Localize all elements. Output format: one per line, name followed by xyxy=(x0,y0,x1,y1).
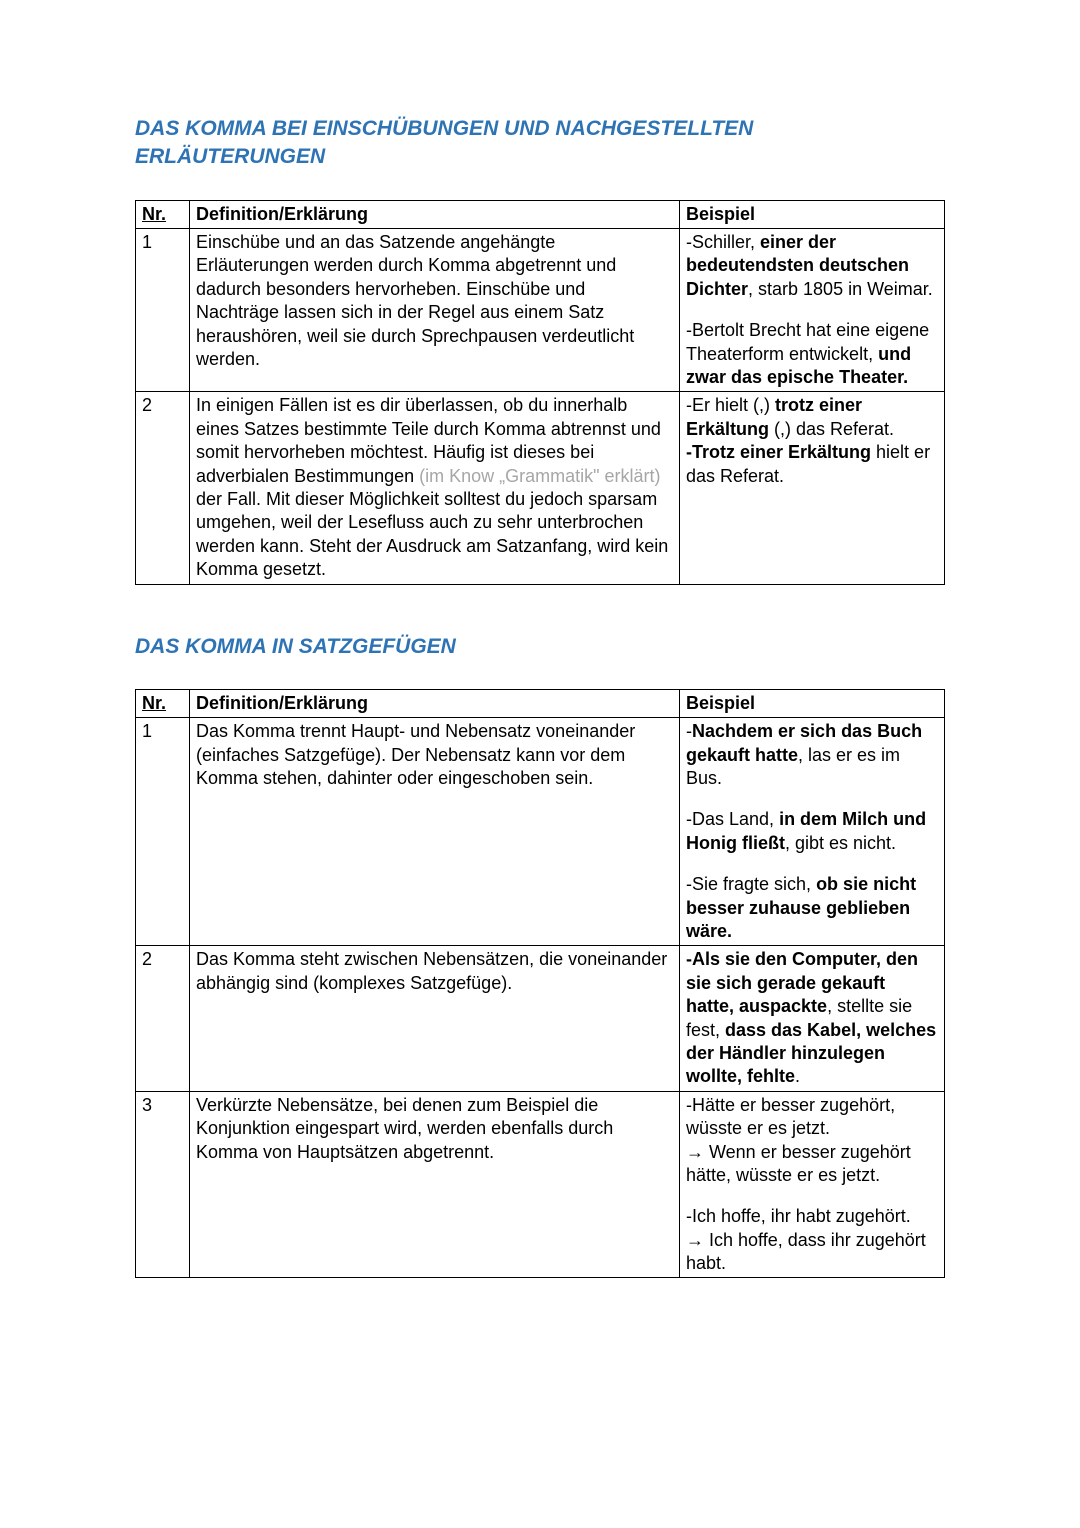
cell-example: -Als sie den Computer, den sie sich gera… xyxy=(680,946,945,1091)
cell-def: Das Komma steht zwischen Nebensätzen, di… xyxy=(190,946,680,1091)
text: → Wenn er besser zugehört hätte, wüsste … xyxy=(686,1141,938,1188)
text: , starb 1805 in Weimar. xyxy=(748,279,933,299)
text: -Hätte er besser zugehört, wüsste er es … xyxy=(686,1094,938,1141)
table-row: 2 Das Komma steht zwischen Nebensätzen, … xyxy=(136,946,945,1091)
cell-def: Einschübe und an das Satzende angehängte… xyxy=(190,229,680,392)
cell-def: Verkürzte Nebensätze, bei denen zum Beis… xyxy=(190,1091,680,1278)
text: -Er hielt (,) xyxy=(686,395,775,415)
text: -Das Land, xyxy=(686,809,779,829)
cell-nr: 2 xyxy=(136,392,190,584)
table-row: 3 Verkürzte Nebensätze, bei denen zum Be… xyxy=(136,1091,945,1278)
text: -Schiller, xyxy=(686,232,760,252)
table-row: 1 Das Komma trennt Haupt- und Nebensatz … xyxy=(136,718,945,946)
table-row: 1 Einschübe und an das Satzende angehäng… xyxy=(136,229,945,392)
section-heading-1: DAS KOMMA BEI EINSCHÜBUNGEN UND NACHGEST… xyxy=(135,115,945,172)
text: . xyxy=(795,1066,800,1086)
cell-example: -Nachdem er sich das Buch gekauft hatte,… xyxy=(680,718,945,946)
cell-nr: 1 xyxy=(136,229,190,392)
table-satzgefuege: Nr. Definition/Erklärung Beispiel 1 Das … xyxy=(135,689,945,1279)
cell-nr: 3 xyxy=(136,1091,190,1278)
text: -Ich hoffe, ihr habt zugehört. xyxy=(686,1205,938,1228)
col-header-def: Definition/Erklärung xyxy=(190,689,680,717)
cell-nr: 2 xyxy=(136,946,190,1091)
table-header-row: Nr. Definition/Erklärung Beispiel xyxy=(136,689,945,717)
cell-nr: 1 xyxy=(136,718,190,946)
table-einschuebe: Nr. Definition/Erklärung Beispiel 1 Eins… xyxy=(135,200,945,585)
col-header-nr: Nr. xyxy=(136,200,190,228)
cell-def: Das Komma trennt Haupt- und Nebensatz vo… xyxy=(190,718,680,946)
text: der Fall. Mit dieser Möglichkeit solltes… xyxy=(196,489,668,579)
cell-def: In einigen Fällen ist es dir überlassen,… xyxy=(190,392,680,584)
grey-text: (im Know „Grammatik" erklärt) xyxy=(419,466,660,486)
col-header-def: Definition/Erklärung xyxy=(190,200,680,228)
table-header-row: Nr. Definition/Erklärung Beispiel xyxy=(136,200,945,228)
section-heading-2: DAS KOMMA IN SATZGEFÜGEN xyxy=(135,633,945,661)
bold-text: -Trotz einer Erkältung xyxy=(686,442,871,462)
document-page: DAS KOMMA BEI EINSCHÜBUNGEN UND NACHGEST… xyxy=(0,0,1080,1358)
cell-example: -Schiller, einer der bedeutendsten deuts… xyxy=(680,229,945,392)
col-header-bsp: Beispiel xyxy=(680,689,945,717)
text: → Ich hoffe, dass ihr zugehört habt. xyxy=(686,1229,938,1276)
text: (,) das Referat. xyxy=(769,419,894,439)
col-header-bsp: Beispiel xyxy=(680,200,945,228)
text: , gibt es nicht. xyxy=(785,833,896,853)
text: -Sie fragte sich, xyxy=(686,874,816,894)
table-row: 2 In einigen Fällen ist es dir überlasse… xyxy=(136,392,945,584)
cell-example: -Er hielt (,) trotz einer Erkältung (,) … xyxy=(680,392,945,584)
cell-example: -Hätte er besser zugehört, wüsste er es … xyxy=(680,1091,945,1278)
col-header-nr: Nr. xyxy=(136,689,190,717)
